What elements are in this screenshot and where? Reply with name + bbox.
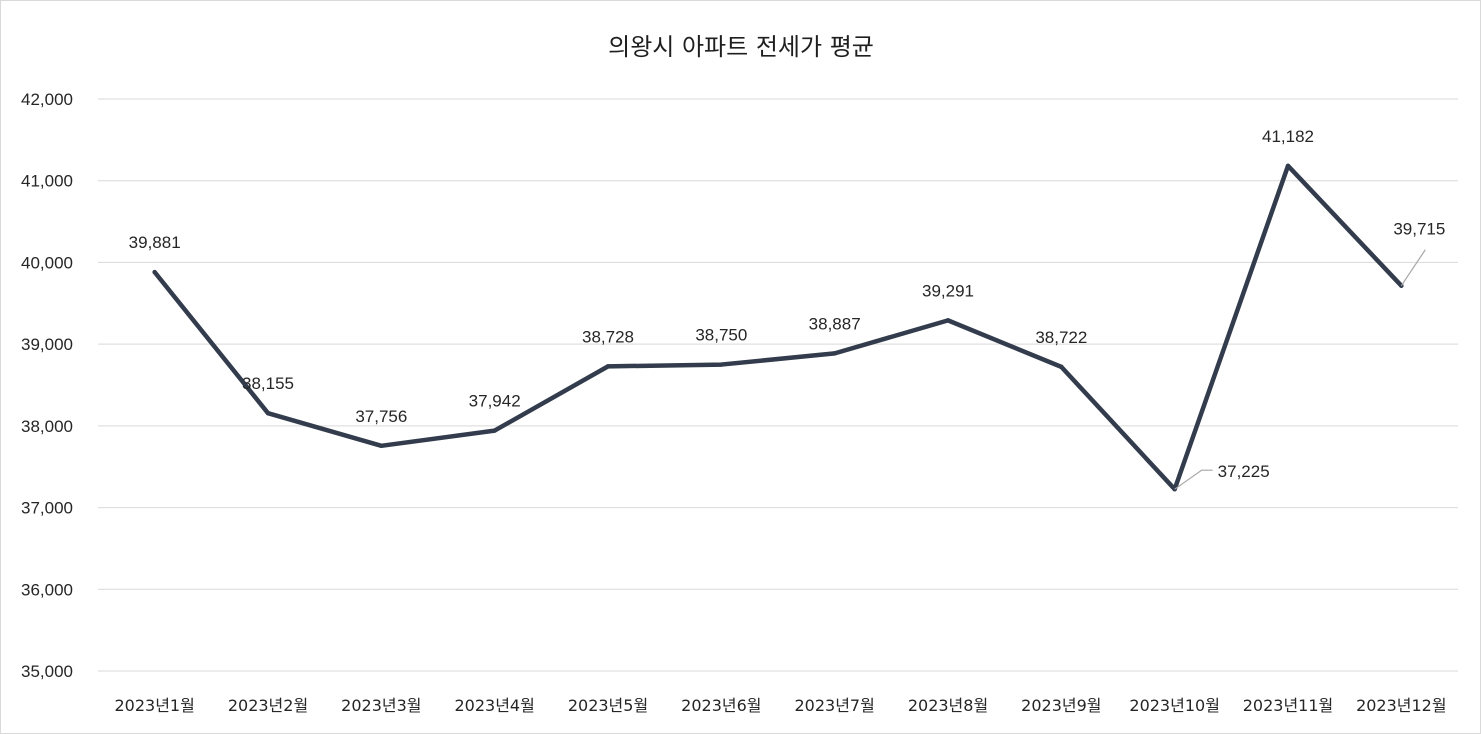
y-tick-label: 39,000 bbox=[21, 335, 73, 354]
data-point bbox=[605, 364, 611, 369]
y-axis-ticks: 35,000 36,000 37,000 38,000 39,000 40,000 41,0… bbox=[21, 90, 73, 681]
data-label: 38,887 bbox=[809, 314, 861, 333]
data-point bbox=[152, 269, 157, 275]
x-tick-label: 2023년6월 bbox=[681, 696, 761, 715]
data-point bbox=[265, 410, 271, 416]
label-leader-line bbox=[1400, 249, 1426, 287]
x-tick-label: 2023년12월 bbox=[1356, 696, 1447, 715]
series-line bbox=[152, 163, 1404, 492]
data-point bbox=[945, 318, 951, 323]
chart-title: 의왕시 아파트 전세가 평균 bbox=[608, 33, 874, 61]
data-labels: 39,881 38,155 37,756 37,942 38,728 38,750 38,8… bbox=[129, 127, 1445, 490]
data-point bbox=[492, 428, 497, 433]
data-label: 39,291 bbox=[922, 281, 974, 300]
data-point bbox=[379, 443, 384, 448]
label-leader-line bbox=[1174, 469, 1213, 490]
x-tick-label: 2023년7월 bbox=[794, 696, 874, 715]
data-label: 37,942 bbox=[469, 392, 521, 411]
y-tick-label: 42,000 bbox=[21, 90, 73, 109]
data-point bbox=[719, 362, 724, 367]
gridlines bbox=[98, 98, 1458, 672]
x-tick-label: 2023년2월 bbox=[228, 696, 308, 715]
x-tick-label: 2023년9월 bbox=[1021, 696, 1101, 715]
series-layer bbox=[152, 163, 1404, 492]
y-tick-label: 37,000 bbox=[21, 499, 73, 518]
x-axis-ticks: 2023년1월 2023년2월 2023년3월 2023년4월 2023년5월 2023년… bbox=[114, 696, 1446, 715]
x-tick-label: 2023년3월 bbox=[341, 696, 421, 715]
data-label: 39,881 bbox=[129, 233, 181, 252]
data-label: 38,155 bbox=[242, 374, 294, 393]
data-point bbox=[1059, 364, 1064, 370]
data-point bbox=[832, 351, 837, 356]
data-label: 37,225 bbox=[1218, 462, 1270, 481]
x-tick-label: 2023년10월 bbox=[1129, 696, 1220, 715]
y-tick-label: 38,000 bbox=[21, 417, 73, 436]
y-tick-label: 41,000 bbox=[21, 172, 73, 191]
data-label: 37,756 bbox=[355, 407, 407, 426]
data-label: 38,750 bbox=[695, 326, 747, 345]
x-tick-label: 2023년4월 bbox=[454, 696, 534, 715]
x-tick-label: 2023년8월 bbox=[908, 696, 988, 715]
data-label: 38,722 bbox=[1035, 328, 1087, 347]
data-label: 41,182 bbox=[1262, 127, 1314, 146]
data-point bbox=[1285, 163, 1291, 169]
y-tick-label: 36,000 bbox=[21, 580, 73, 599]
x-tick-label: 2023년11월 bbox=[1243, 696, 1334, 715]
y-tick-label: 35,000 bbox=[21, 662, 73, 681]
data-label: 38,728 bbox=[582, 327, 634, 346]
x-tick-label: 2023년5월 bbox=[568, 696, 648, 715]
y-tick-label: 40,000 bbox=[21, 253, 73, 272]
x-tick-label: 2023년1월 bbox=[114, 696, 194, 715]
data-label: 39,715 bbox=[1393, 220, 1445, 239]
